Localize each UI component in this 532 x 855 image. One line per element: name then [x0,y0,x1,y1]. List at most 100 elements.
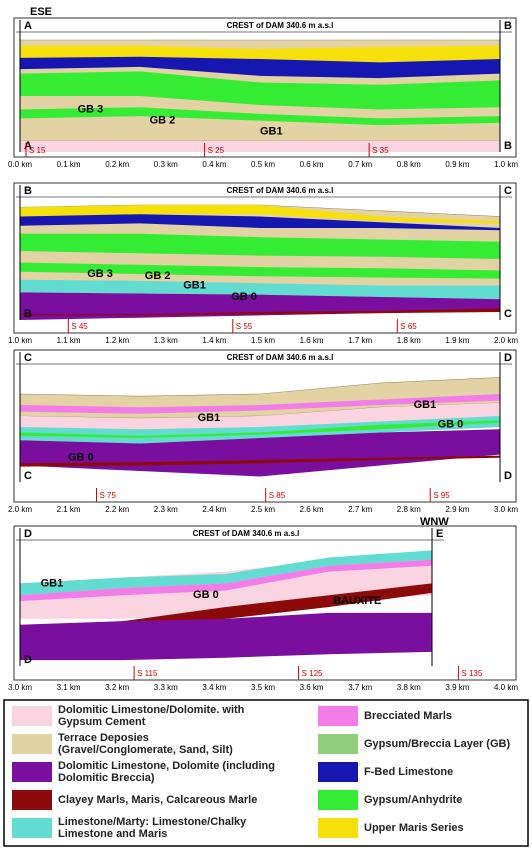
km-label: 3.1 km [57,683,81,692]
rock-layer [20,279,500,300]
section-letter: C [24,352,32,364]
km-label: 1.8 km [397,336,421,345]
km-label: 0.9 km [445,160,469,169]
km-label: 1.5 km [251,336,275,345]
legend-text: Upper Maris Series [364,822,464,834]
rock-layer [20,550,432,596]
section-letter: B [24,185,32,197]
unit-label: BAUXITE [333,595,381,607]
rock-layer [20,107,500,126]
km-label: 3.7 km [348,683,372,692]
km-label: 3.3 km [154,683,178,692]
km-label: 3.0 km [8,683,32,692]
km-label: 3.6 km [300,683,324,692]
unit-label: GB 2 [145,270,171,282]
rock-layer [20,214,500,231]
station-label: S 45 [71,322,88,331]
km-label: 2.5 km [251,505,275,514]
station-label: S 15 [29,146,46,155]
legend-text: F-Bed Limestone [364,766,453,778]
station-label: S 35 [372,146,389,155]
unit-label: GB 0 [438,419,464,431]
legend-text: Dolomitic Limestone/Dolomite. with [58,704,245,716]
km-label: 0.7 km [348,160,372,169]
crest-label: CREST of DAM 340.6 m a.s.l [227,21,334,30]
section-letter: B [24,308,32,320]
legend-swatch [12,790,52,810]
section-letter: E [436,528,443,540]
panel-frame [13,182,517,334]
unit-label: GB 3 [78,103,104,115]
rock-layer [20,308,500,316]
station-label: S 95 [433,491,450,500]
legend-swatch [12,762,52,782]
legend-box [3,699,529,847]
km-label: 3.8 km [397,683,421,692]
station-label: S 135 [461,669,482,678]
orientation-right: WNW [420,516,449,528]
section-letter: C [504,185,512,197]
unit-label: GB1 [41,577,64,589]
km-label: 0.5 km [251,160,275,169]
km-label: 2.4 km [202,505,226,514]
km-label: 2.8 km [397,505,421,514]
km-label: 1.6 km [300,336,324,345]
rock-layer [20,394,500,414]
unit-label: GB 3 [87,268,113,280]
km-label: 1.9 km [445,336,469,345]
km-label: 0.8 km [397,160,421,169]
km-label: 1.7 km [348,336,372,345]
station-label: S 75 [100,491,117,500]
km-label: 2.0 km [494,336,518,345]
rock-layer [20,262,500,279]
panel-frame [13,525,517,681]
section-letter: B [504,20,512,32]
crest-label: CREST of DAM 340.6 m a.s.l [193,529,300,538]
unit-label: GB1 [183,279,206,291]
rock-layer [20,616,432,643]
km-label: 2.3 km [154,505,178,514]
legend-text: (Gravel/Conglomerate, Sand, Silt) [58,744,233,756]
station-label: S 25 [208,146,225,155]
legend-swatch [318,734,358,754]
legend-swatch [318,706,358,726]
unit-label: GB1 [414,399,437,411]
km-label: 4.0 km [494,683,518,692]
section-letter: B [504,140,512,152]
section-letter: D [24,528,32,540]
rock-layer [20,71,500,110]
legend-text: Gypsum/Anhydrite [364,794,462,806]
unit-label: GB 0 [193,589,219,601]
crest-label: CREST of DAM 340.6 m a.s.l [227,353,334,362]
panel-frame [13,17,517,158]
legend-text: Limestone and Maris [58,828,167,840]
legend-swatch [12,818,52,838]
unit-label: GB 2 [150,115,176,127]
km-label: 1.1 km [57,336,81,345]
km-label: 2.6 km [300,505,324,514]
legend-swatch [12,706,52,726]
km-label: 0.6 km [300,160,324,169]
legend-text: Terrace Deposies [58,732,149,744]
section-letter: D [504,470,512,482]
legend-text: Dolomitic Limestone, Dolomite (including [58,760,275,772]
km-label: 3.4 km [202,683,226,692]
km-label: 3.0 km [494,505,518,514]
unit-label: GB 0 [231,291,257,303]
km-label: 1.0 km [8,336,32,345]
legend-text: Gypsum/Breccia Layer (GB) [364,738,510,750]
crest-label: CREST of DAM 340.6 m a.s.l [227,186,334,195]
panel-frame [13,349,517,503]
section-letter: D [24,654,32,666]
rock-layer [20,45,500,63]
km-label: 1.0 km [494,160,518,169]
km-label: 0.1 km [57,160,81,169]
km-label: 3.9 km [445,683,469,692]
rock-layer [20,56,500,79]
km-label: 3.5 km [251,683,275,692]
legend-swatch [12,734,52,754]
legend-swatch [318,790,358,810]
km-label: 1.2 km [105,336,129,345]
rock-layer [20,559,432,602]
